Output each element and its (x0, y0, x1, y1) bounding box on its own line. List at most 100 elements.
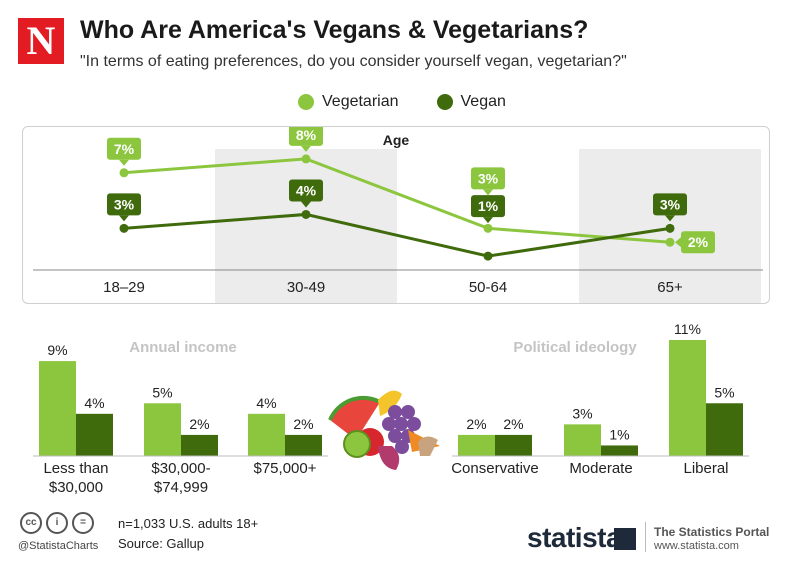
age-point-vegetarian-1 (301, 154, 311, 164)
ideology-bar-vegan-2 (706, 403, 743, 456)
watermelon-rind-shape (328, 395, 381, 421)
age-label-vegetarian-0: 7% (114, 141, 135, 157)
ideology-bar-vegetarian-0 (458, 434, 495, 456)
chart-subtitle: "In terms of eating preferences, do you … (80, 53, 627, 70)
onion-shape (378, 446, 400, 470)
ideology-bar-vegan-0 (495, 434, 532, 456)
age-label-box-vegetarian-0 (107, 137, 141, 160)
age-label-pointer-vegan-3 (665, 215, 675, 222)
ideology-tick-2-line-0: Liberal (683, 460, 728, 477)
income-value-vegetarian-0: 9% (47, 342, 67, 358)
age-line-chart: Age 18–29 30-49 50-64 65+ 7% 8% 3% 2% 3% 4% 1% 3% (33, 127, 763, 303)
grape-shape-0 (388, 405, 402, 419)
age-point-vegetarian-3 (665, 237, 675, 247)
age-label-vegetarian-1: 8% (296, 127, 317, 143)
ideology-tick-1-line-0: Moderate (569, 460, 632, 477)
age-label-pointer-vegan-1 (301, 201, 311, 208)
age-line-vegetarian (123, 157, 671, 244)
ideology-tick-0-line-0: Conservative (451, 460, 539, 477)
grape-shape-3 (407, 417, 421, 431)
legend-label-vegetarian: Vegetarian (322, 93, 399, 110)
income-bar-vegan-2 (285, 434, 322, 456)
ideology-bar-vegetarian-2 (669, 340, 706, 456)
age-label-vegetarian-3: 2% (688, 234, 709, 250)
watermelon-shape (330, 397, 380, 440)
income-bar-vegan-0 (76, 413, 113, 456)
age-label-pointer-vegetarian-2 (483, 189, 493, 196)
age-label-box-vegetarian-1 (289, 127, 323, 146)
legend-item-vegetarian: Vegetarian (298, 93, 399, 111)
grape-shape-2 (394, 417, 408, 431)
ideology-value-vegan-1: 1% (609, 426, 629, 442)
creative-commons-icon: cc (20, 512, 42, 534)
age-label-pointer-vegan-2 (483, 217, 493, 224)
income-value-vegan-1: 2% (189, 416, 209, 432)
no-derivatives-icon: = (72, 512, 94, 534)
age-band-30-49 (215, 149, 397, 303)
income-bar-vegetarian-1 (144, 403, 181, 456)
legend-item-vegan: Vegan (436, 93, 506, 111)
legend-swatch-vegetarian (298, 94, 314, 110)
age-label-vegan-3: 3% (660, 196, 681, 212)
income-bar-vegetarian-2 (248, 413, 285, 456)
income-value-vegan-0: 4% (84, 395, 104, 411)
footer-separator (645, 522, 646, 552)
grape-shape-4 (382, 417, 396, 431)
age-line-vegan (123, 212, 671, 258)
grape-shape-7 (395, 440, 409, 454)
age-tick-18-29: 18–29 (103, 279, 145, 296)
age-point-vegan-3 (665, 223, 675, 233)
bar-charts: Annual income 9% 4% Less than $30,000 5% 2% $30… (33, 321, 749, 496)
income-tick-1-line-1: $74,999 (154, 479, 208, 496)
ideology-value-vegan-2: 5% (714, 384, 734, 400)
age-label-box-vegan-2 (471, 195, 505, 218)
mushroom-shape (418, 436, 438, 456)
statista-logo-icon (614, 528, 636, 550)
income-value-vegetarian-1: 5% (152, 384, 172, 400)
age-label-box-vegan-1 (289, 179, 323, 202)
grape-shape-1 (401, 405, 415, 419)
age-tick-30-49: 30-49 (287, 279, 325, 296)
statista-url-link[interactable]: www.statista.com (654, 540, 739, 552)
age-point-vegan-1 (301, 209, 311, 219)
age-label-vegetarian-2: 3% (478, 170, 499, 186)
ideology-value-vegetarian-1: 3% (572, 405, 592, 421)
income-tick-2-line-0: $75,000+ (254, 460, 317, 477)
ideology-value-vegetarian-0: 2% (466, 416, 486, 432)
ideology-chart-title: Political ideology (513, 339, 637, 356)
age-label-vegan-1: 4% (296, 182, 317, 198)
source-note: Source: Gallup (118, 536, 204, 551)
age-label-pointer-vegetarian-1 (301, 145, 311, 152)
statistics-portal-label: The Statistics Portal (654, 525, 770, 539)
banana-shape (378, 390, 402, 416)
income-value-vegetarian-2: 4% (256, 395, 276, 411)
income-tick-0-line-1: $30,000 (49, 479, 103, 496)
income-bar-vegan-1 (181, 434, 218, 456)
attribution-icon: i (46, 512, 68, 534)
income-tick-1-line-0: $30,000- (151, 460, 210, 477)
income-bar-vegetarian-0 (39, 361, 76, 456)
age-chart-title: Age (383, 132, 410, 148)
age-chart-panel: Age 18–29 30-49 50-64 65+ 7% 8% 3% 2% 3% 4% 1% 3% (22, 126, 770, 304)
age-label-vegan-0: 3% (114, 196, 135, 212)
income-value-vegan-2: 2% (293, 416, 313, 432)
license-icons: cc i = (20, 512, 98, 534)
age-tick-50-64: 50-64 (469, 279, 507, 296)
sample-note: n=1,033 U.S. adults 18+ (118, 516, 259, 531)
age-point-vegetarian-0 (119, 168, 129, 178)
legend-swatch-vegan (436, 94, 453, 110)
age-label-pointer-vegetarian-3 (675, 237, 681, 248)
ideology-bar-vegetarian-1 (564, 424, 601, 456)
age-label-box-vegan-0 (107, 193, 141, 216)
grape-shape-6 (388, 429, 402, 443)
age-label-vegan-2: 1% (478, 198, 499, 214)
statista-wordmark[interactable]: statista (527, 522, 622, 553)
age-point-vegetarian-2 (483, 223, 493, 233)
twitter-handle: @StatistaCharts (18, 540, 99, 552)
kiwi-shape (343, 430, 371, 458)
legend-label-vegan: Vegan (460, 93, 506, 110)
age-point-vegan-0 (119, 223, 129, 233)
ideology-bar-vegan-1 (601, 445, 638, 456)
income-chart-title: Annual income (129, 339, 237, 356)
age-tick-65: 65+ (657, 279, 683, 296)
